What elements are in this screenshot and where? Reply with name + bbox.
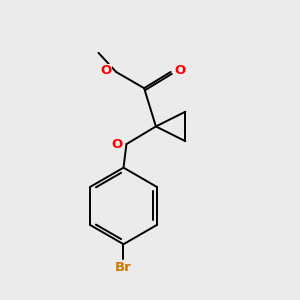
Text: O: O	[101, 64, 112, 77]
Text: Br: Br	[115, 261, 132, 274]
Text: O: O	[174, 64, 186, 77]
Text: O: O	[111, 138, 122, 151]
